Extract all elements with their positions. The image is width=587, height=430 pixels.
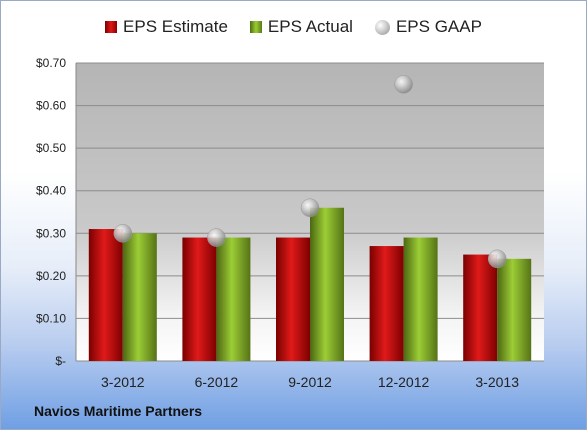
bars [88, 207, 532, 361]
point-eps-gaap [300, 198, 320, 217]
legend-label-gaap: EPS GAAP [395, 17, 482, 36]
bar-eps-estimate [463, 254, 498, 361]
legend-label-actual: EPS Actual [267, 17, 353, 36]
point-eps-gaap [487, 249, 507, 269]
legend: EPS Estimate EPS Actual EPS GAAP [1, 17, 586, 37]
bar-eps-estimate [182, 237, 217, 361]
y-tick-label: $- [55, 354, 66, 368]
bar-eps-estimate [369, 246, 404, 361]
y-tick-label: $0.10 [36, 311, 66, 325]
legend-label-estimate: EPS Estimate [123, 17, 228, 36]
y-tick-label: $0.30 [36, 226, 66, 240]
bar-eps-actual [122, 233, 157, 361]
bar-eps-actual [497, 258, 532, 361]
company-name: Navios Maritime Partners [34, 403, 203, 419]
gaap-points [113, 75, 507, 269]
point-eps-gaap [207, 228, 226, 247]
x-tick-label: 3-2013 [475, 374, 519, 390]
legend-item-eps-gaap: EPS GAAP [374, 17, 482, 37]
x-tick-label: 12-2012 [378, 374, 430, 390]
bar-eps-actual [403, 237, 438, 361]
legend-swatch-actual [249, 21, 262, 33]
bar-eps-estimate [276, 237, 310, 361]
x-tick-label: 9-2012 [288, 374, 332, 390]
x-tick-label: 3-2012 [101, 374, 145, 390]
y-tick-label: $0.50 [36, 141, 66, 155]
legend-item-eps-actual: EPS Actual [249, 17, 353, 37]
bar-eps-estimate [88, 229, 123, 361]
y-tick-label: $0.20 [36, 269, 66, 283]
point-eps-gaap [113, 224, 133, 243]
legend-item-eps-estimate: EPS Estimate [105, 17, 228, 37]
y-tick-label: $0.70 [36, 56, 66, 70]
bar-eps-actual [216, 237, 251, 361]
legend-swatch-gaap [374, 19, 390, 35]
bar-eps-actual [310, 207, 344, 361]
legend-swatch-estimate [105, 21, 118, 33]
point-eps-gaap [394, 75, 413, 94]
y-tick-label: $0.60 [36, 99, 66, 113]
y-tick-label: $0.40 [36, 184, 66, 198]
y-axis: $- $0.10 $0.20 $0.30 $0.40 $0.50 $0.60 $0.70 [36, 56, 77, 368]
x-axis: 3-2012 6-2012 9-2012 12-2012 3-2013 [101, 374, 519, 390]
x-tick-label: 6-2012 [195, 374, 239, 390]
